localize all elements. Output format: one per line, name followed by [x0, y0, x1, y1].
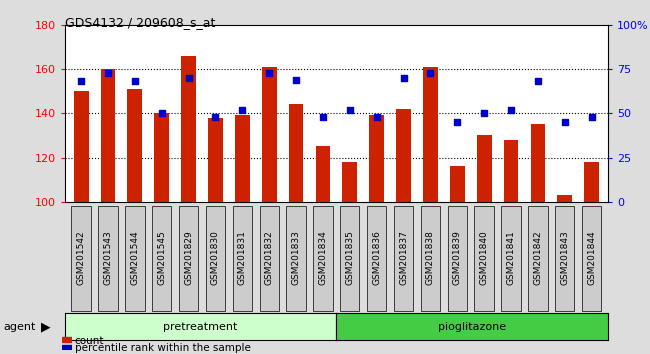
Text: GSM201834: GSM201834 [318, 230, 328, 285]
Point [586, 114, 597, 120]
Bar [555, 206, 575, 311]
Bar [179, 206, 198, 311]
Point [103, 70, 113, 75]
Point [425, 70, 436, 75]
Text: GSM201836: GSM201836 [372, 230, 381, 285]
Bar [528, 206, 547, 311]
Text: GSM201843: GSM201843 [560, 230, 569, 285]
Text: GSM201839: GSM201839 [453, 230, 461, 285]
Text: GDS4132 / 209608_s_at: GDS4132 / 209608_s_at [65, 16, 215, 29]
Bar [181, 56, 196, 202]
Bar [448, 206, 467, 311]
Bar [72, 206, 91, 311]
Bar [584, 162, 599, 202]
Text: agent: agent [3, 321, 36, 332]
Text: GSM201842: GSM201842 [534, 230, 542, 285]
Text: GSM201830: GSM201830 [211, 230, 220, 285]
Bar [369, 115, 384, 202]
Point [560, 119, 570, 125]
Bar [530, 124, 545, 202]
Bar [287, 206, 305, 311]
Bar [313, 206, 333, 311]
Bar [421, 206, 440, 311]
Bar [233, 206, 252, 311]
Point [506, 107, 516, 113]
Bar [208, 118, 223, 202]
Bar [262, 67, 277, 202]
Point [129, 79, 140, 84]
Bar [340, 206, 359, 311]
Text: GSM201837: GSM201837 [399, 230, 408, 285]
Bar [125, 206, 144, 311]
Bar [396, 109, 411, 202]
Point [210, 114, 220, 120]
Point [183, 75, 194, 81]
Bar [235, 115, 250, 202]
Text: GSM201543: GSM201543 [103, 230, 112, 285]
Text: pretreatment: pretreatment [164, 321, 238, 332]
Bar [259, 206, 279, 311]
Text: count: count [75, 336, 104, 346]
Bar [474, 206, 494, 311]
Bar [450, 166, 465, 202]
Text: GSM201844: GSM201844 [587, 230, 596, 285]
Text: GSM201542: GSM201542 [77, 230, 86, 285]
Text: ▶: ▶ [41, 320, 51, 333]
Bar [315, 147, 330, 202]
Bar [62, 337, 72, 342]
Bar [504, 140, 519, 202]
Bar [343, 162, 358, 202]
Point [344, 107, 355, 113]
Bar [98, 206, 118, 311]
Bar [154, 113, 169, 202]
Bar [476, 135, 491, 202]
Bar [582, 206, 601, 311]
Bar [152, 206, 172, 311]
Text: GSM201835: GSM201835 [345, 230, 354, 285]
Text: pioglitazone: pioglitazone [438, 321, 506, 332]
Point [533, 79, 543, 84]
Bar [62, 345, 72, 350]
Bar [73, 91, 88, 202]
Bar [367, 206, 386, 311]
Text: GSM201831: GSM201831 [238, 230, 247, 285]
Point [372, 114, 382, 120]
Point [264, 70, 274, 75]
Bar [557, 195, 572, 202]
Point [291, 77, 301, 82]
Bar [394, 206, 413, 311]
Point [237, 107, 248, 113]
Text: GSM201829: GSM201829 [184, 230, 193, 285]
Text: GSM201841: GSM201841 [506, 230, 515, 285]
Point [318, 114, 328, 120]
Text: GSM201544: GSM201544 [131, 230, 139, 285]
Bar [206, 206, 225, 311]
Bar [501, 206, 521, 311]
Text: percentile rank within the sample: percentile rank within the sample [75, 343, 251, 353]
Point [76, 79, 86, 84]
Point [157, 110, 167, 116]
Point [452, 119, 463, 125]
Text: GSM201840: GSM201840 [480, 230, 489, 285]
Bar [101, 69, 116, 202]
Text: GSM201545: GSM201545 [157, 230, 166, 285]
Text: GSM201832: GSM201832 [265, 230, 274, 285]
Bar [423, 67, 438, 202]
Point [479, 110, 489, 116]
Text: GSM201838: GSM201838 [426, 230, 435, 285]
Text: GSM201833: GSM201833 [292, 230, 300, 285]
Point [398, 75, 409, 81]
Bar [127, 89, 142, 202]
Bar [289, 104, 304, 202]
